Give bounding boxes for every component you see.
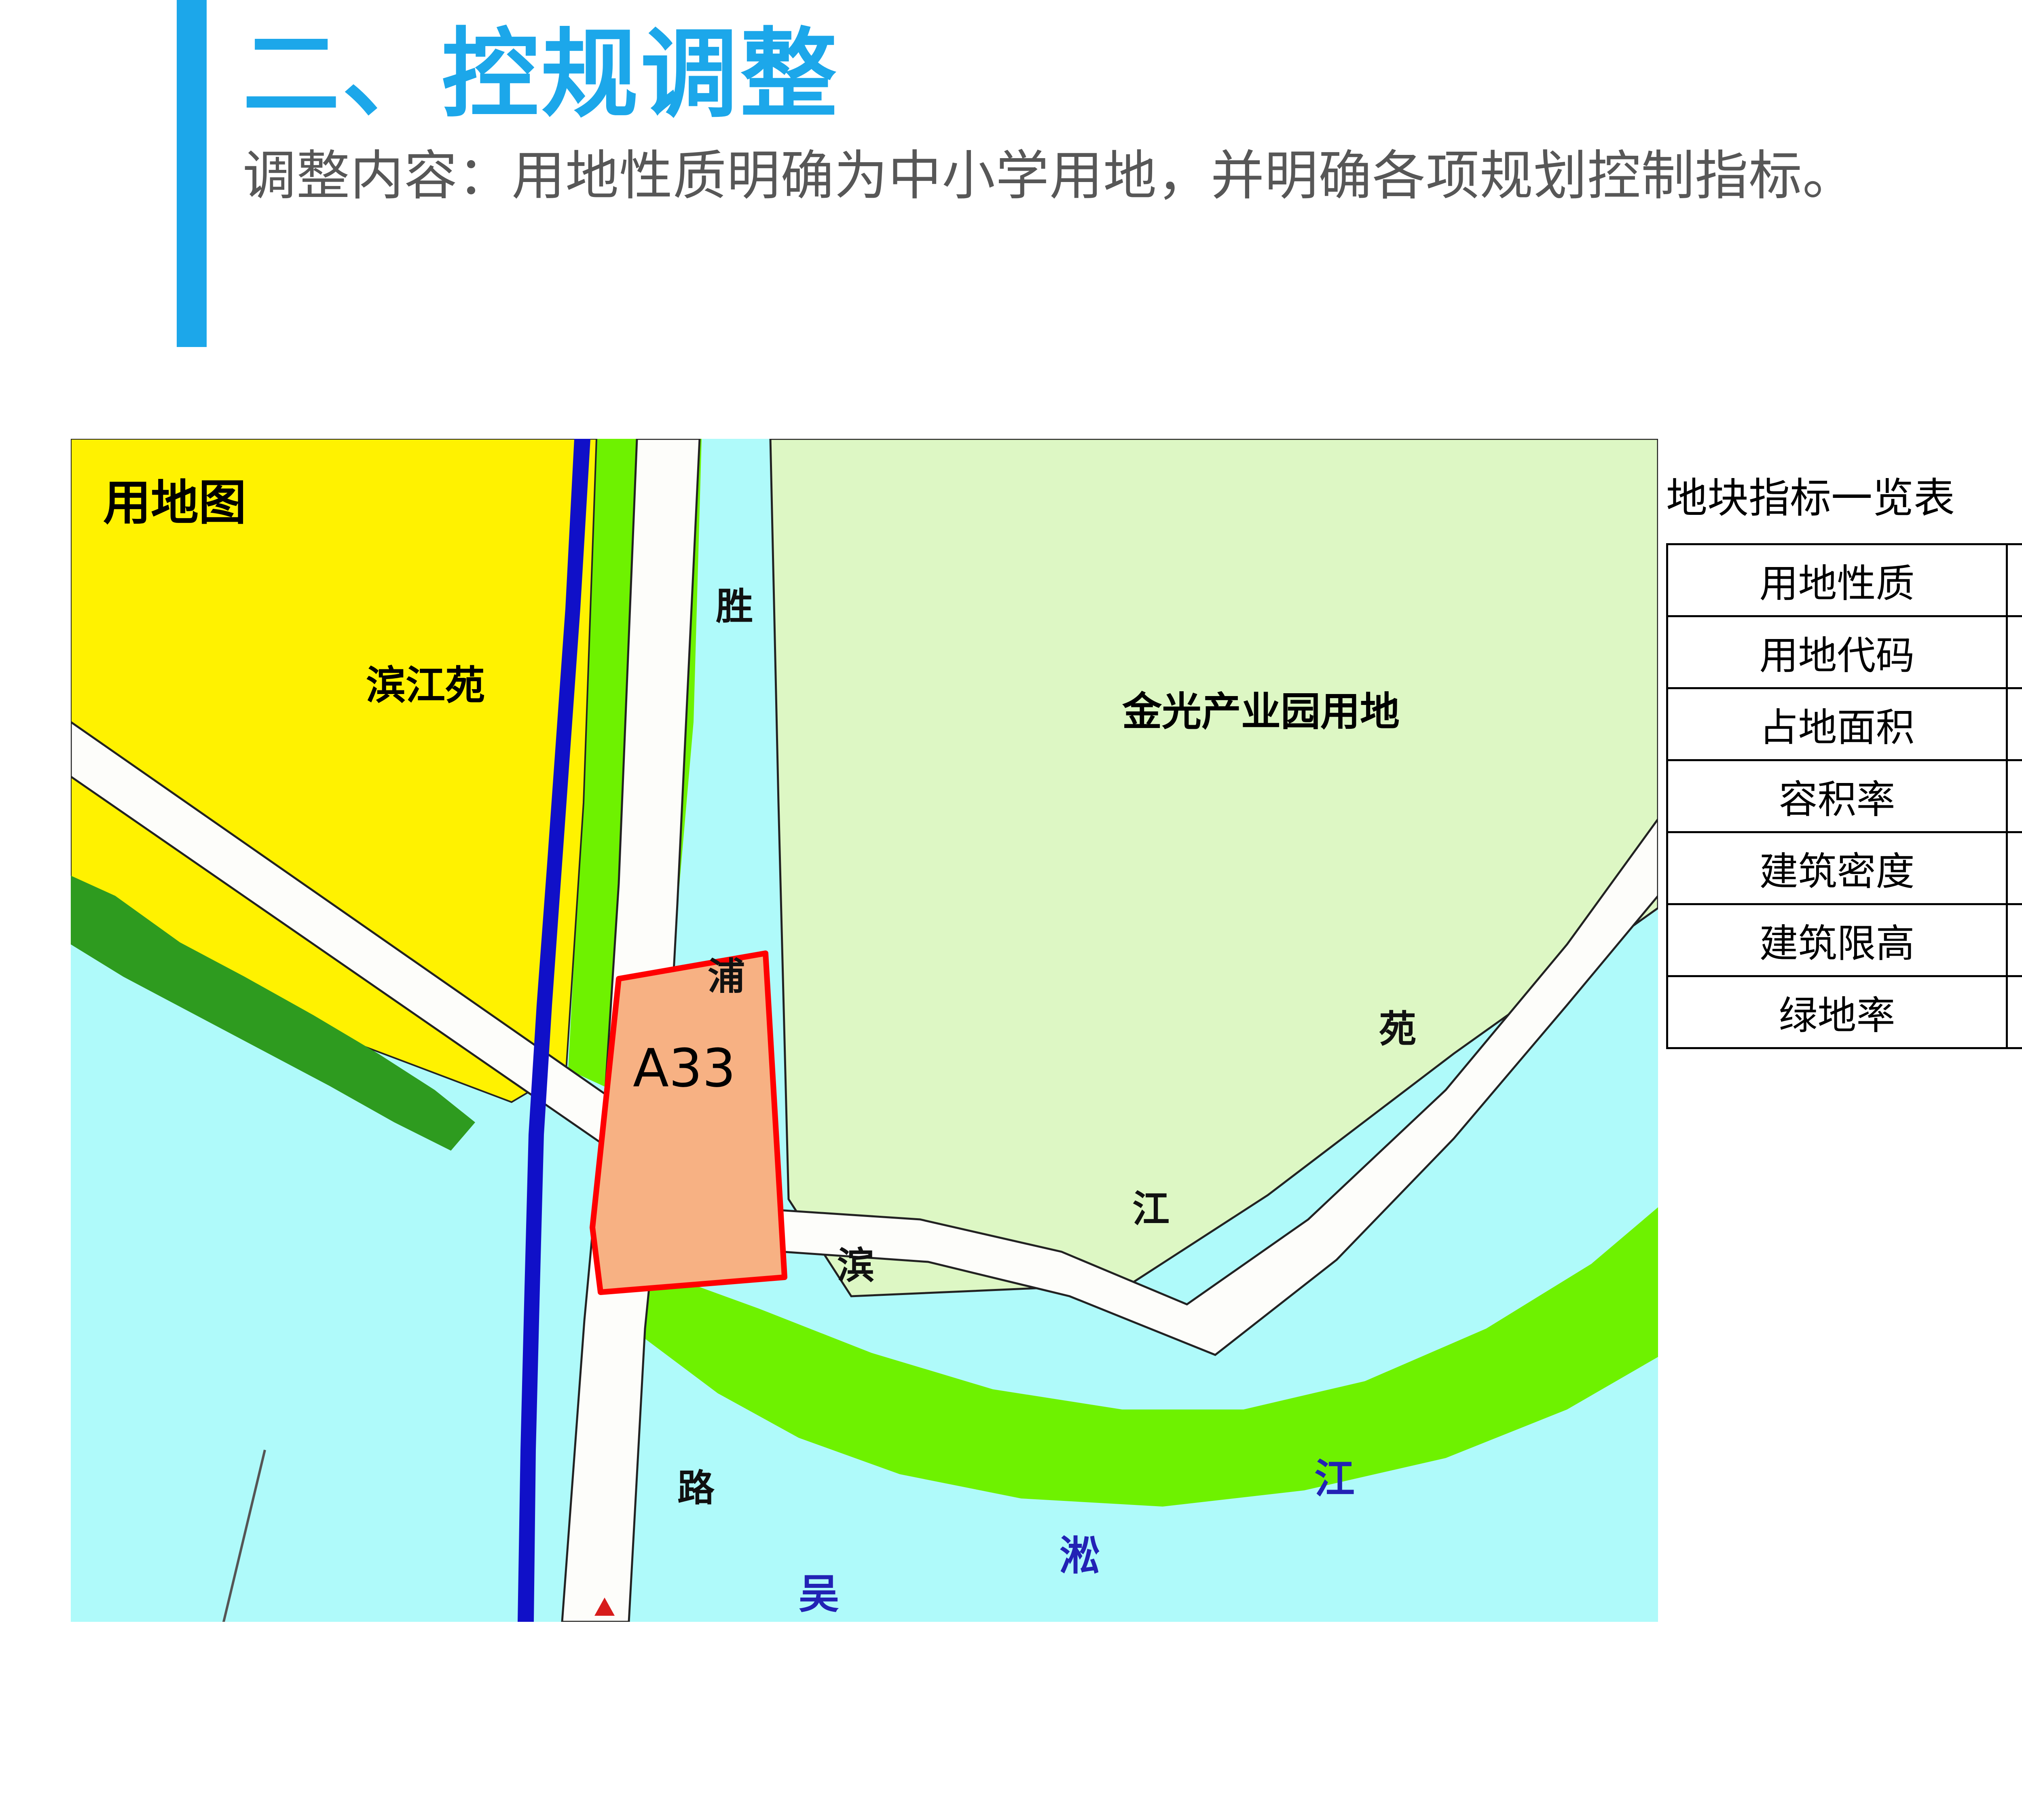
map-graphic: [71, 439, 1658, 1622]
table-row: 用地代码A33: [1666, 615, 2022, 689]
metric-value: 2.14公顷: [2006, 687, 2022, 761]
metric-value: 中小学用地: [2006, 543, 2022, 617]
metric-value: 1.2: [2006, 759, 2022, 833]
road-label-yuan: 苑: [1379, 1007, 1417, 1051]
metrics-table-caption: 地块指标一览表: [1666, 474, 1955, 523]
table-row: 建筑密度40%: [1666, 831, 2022, 905]
parcel-a33: [590, 950, 787, 1295]
residential-area-binjiangyuan: [71, 439, 598, 1103]
metrics-table: 用地性质中小学用地用地代码A33占地面积2.14公顷容积率1.2建筑密度40%建…: [1666, 543, 2022, 1049]
canal-blue-line: [518, 439, 590, 1622]
green-belt-southwest: [71, 876, 475, 1151]
page-title: 二、控规调整: [243, 18, 840, 131]
metrics-panel: 地块指标一览表 用地性质中小学用地用地代码A33占地面积2.14公顷容积率1.2…: [1666, 465, 2022, 1049]
table-row: 建筑限高40米: [1666, 903, 2022, 977]
metric-label: 占地面积: [1666, 687, 2008, 761]
metric-label: 绿地率: [1666, 975, 2008, 1049]
metric-value: 25%: [2006, 975, 2022, 1049]
metric-value: 40%: [2006, 831, 2022, 905]
river-label-wu: 吴: [799, 1570, 839, 1618]
page-subtitle: 调整内容：用地性质明确为中小学用地，并明确各项规划控制指标。: [243, 144, 1856, 207]
metric-value: A33: [2006, 615, 2022, 689]
metric-label: 建筑密度: [1666, 831, 2008, 905]
land-use-map[interactable]: 用地图 滨江苑 金光产业园用地 A33 胜 浦 路 滨 江 苑 吴 淞 江: [71, 439, 1658, 1622]
table-row: 绿地率25%: [1666, 975, 2022, 1049]
table-row: 占地面积2.14公顷: [1666, 687, 2022, 761]
map-label-parcel-a33: A33: [633, 1037, 736, 1099]
metric-label: 用地性质: [1666, 543, 2008, 617]
metric-label: 建筑限高: [1666, 903, 2008, 977]
industrial-park-area: [769, 439, 1658, 1297]
river-label-jiang: 江: [1314, 1455, 1355, 1503]
road-label-sheng: 胜: [716, 585, 753, 628]
road-label-jiang: 江: [1132, 1187, 1170, 1231]
accent-bar: [177, 0, 207, 347]
green-belt-riverside: [588, 1207, 1658, 1507]
annotation-line: [222, 1450, 266, 1622]
metric-label: 用地代码: [1666, 615, 2008, 689]
road-label-pu: 浦: [708, 955, 745, 998]
header-block: 二、控规调整 调整内容：用地性质明确为中小学用地，并明确各项规划控制指标。: [243, 20, 2022, 210]
map-title: 用地图: [103, 475, 247, 531]
table-row: 用地性质中小学用地: [1666, 543, 2022, 617]
river-label-song: 淞: [1060, 1532, 1100, 1579]
red-marker: [594, 1598, 615, 1616]
metric-value: 40米: [2006, 903, 2022, 977]
table-row: 容积率1.2: [1666, 759, 2022, 833]
road-binjiangyuan-lu: [626, 817, 1658, 1356]
map-label-binjiangyuan: 滨江苑: [366, 662, 485, 709]
road-label-lu: 路: [677, 1467, 715, 1510]
road-label-bin: 滨: [837, 1244, 875, 1287]
metric-label: 容积率: [1666, 759, 2008, 833]
map-label-jinguang-industrial-park: 金光产业园用地: [1122, 689, 1400, 735]
